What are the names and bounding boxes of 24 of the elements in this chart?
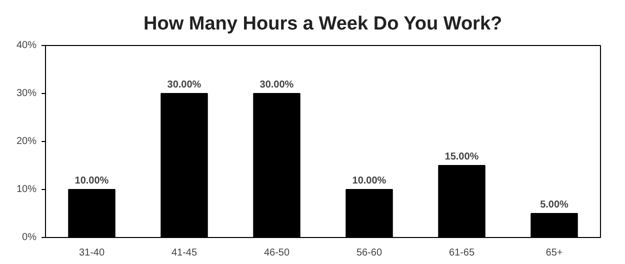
- y-tick-label: 30%: [16, 88, 37, 99]
- y-tick-label: 10%: [16, 184, 37, 195]
- x-tick-label: 31-40: [78, 248, 105, 258]
- bar: [438, 165, 486, 238]
- data-label: 5.00%: [540, 200, 569, 210]
- bar: [160, 93, 208, 238]
- bar: [346, 189, 393, 238]
- bar: [253, 93, 300, 238]
- x-tick-label: 61-65: [448, 248, 475, 258]
- y-tick-label: 20%: [16, 136, 37, 147]
- x-tick-label: 65+: [546, 248, 563, 258]
- x-tick-label: 41-45: [171, 248, 198, 258]
- chart-title: How Many Hours a Week Do You Work?: [144, 14, 502, 34]
- bar: [530, 213, 578, 238]
- data-label: 15.00%: [444, 152, 479, 162]
- y-tick-label: 40%: [16, 40, 37, 51]
- bar: [68, 189, 116, 238]
- data-label: 10.00%: [352, 176, 386, 186]
- x-tick-label: 46-50: [264, 248, 290, 258]
- y-tick-label: 0%: [22, 232, 37, 243]
- data-label: 30.00%: [260, 80, 294, 90]
- data-label: 30.00%: [167, 80, 202, 90]
- x-tick-label: 56-60: [356, 248, 382, 258]
- data-label: 10.00%: [74, 176, 109, 186]
